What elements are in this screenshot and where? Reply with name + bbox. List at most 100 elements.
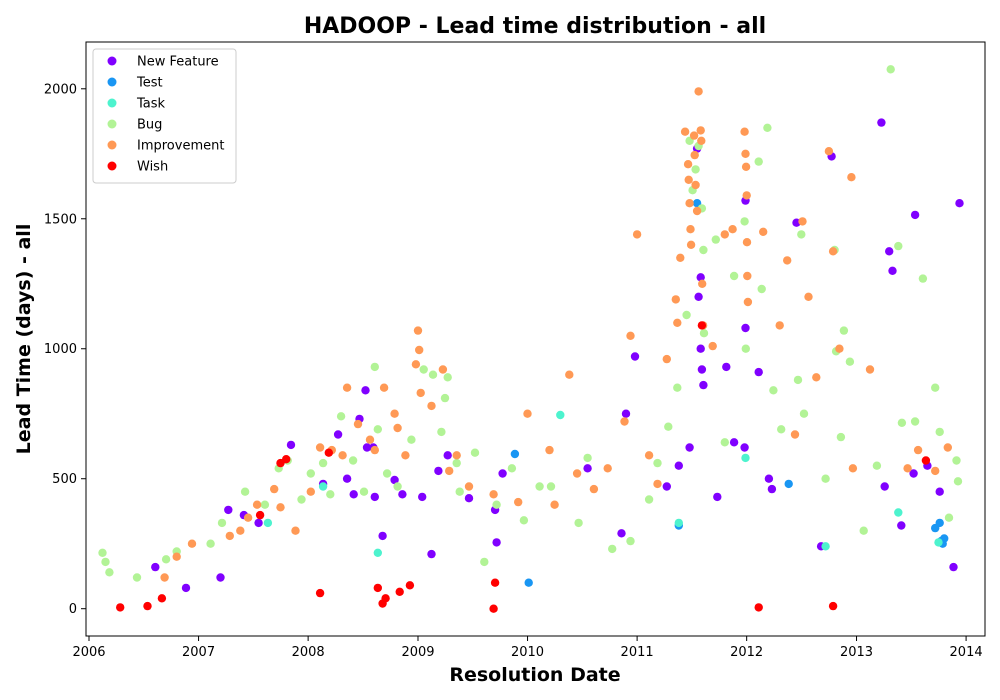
data-point xyxy=(306,487,315,496)
data-point xyxy=(777,425,786,434)
data-point xyxy=(798,217,807,226)
data-point xyxy=(728,225,737,234)
data-point xyxy=(413,326,423,335)
data-point xyxy=(676,253,685,262)
data-point xyxy=(799,409,809,418)
data-point xyxy=(362,443,372,452)
data-point xyxy=(574,518,583,528)
data-point xyxy=(243,513,253,522)
data-point xyxy=(662,482,671,491)
data-point xyxy=(699,329,709,338)
data-point xyxy=(910,417,920,426)
data-point xyxy=(411,360,421,369)
data-point xyxy=(514,497,523,507)
data-point xyxy=(318,458,328,468)
data-point xyxy=(754,603,763,612)
data-point xyxy=(443,451,452,460)
x-tick-label: 2011 xyxy=(621,645,654,660)
data-point xyxy=(445,466,454,476)
data-point xyxy=(684,175,693,184)
data-point xyxy=(690,150,699,160)
data-point xyxy=(507,464,517,473)
data-point xyxy=(390,409,399,418)
data-point xyxy=(683,160,693,169)
data-point xyxy=(711,235,720,244)
data-point xyxy=(418,492,427,502)
data-point xyxy=(206,539,215,548)
data-point xyxy=(608,544,617,554)
data-point xyxy=(696,273,705,282)
data-point xyxy=(452,451,461,460)
data-point xyxy=(240,487,250,496)
data-point xyxy=(722,362,731,372)
data-point xyxy=(181,583,191,593)
data-point xyxy=(769,386,778,395)
data-point xyxy=(790,430,800,439)
data-point xyxy=(653,458,662,468)
data-point xyxy=(101,557,110,567)
points-layer xyxy=(98,65,964,613)
data-point xyxy=(620,417,629,426)
legend-marker xyxy=(107,77,117,87)
data-point xyxy=(644,495,654,504)
data-point xyxy=(572,469,582,478)
data-point xyxy=(713,492,722,502)
data-point xyxy=(847,173,856,182)
data-point xyxy=(98,548,107,557)
data-point xyxy=(632,230,642,239)
data-point xyxy=(935,487,944,496)
data-point xyxy=(161,555,171,564)
data-point xyxy=(943,443,952,452)
data-point xyxy=(510,449,520,459)
data-point xyxy=(297,495,306,504)
data-point xyxy=(464,494,474,503)
data-point xyxy=(427,549,436,559)
y-tick-label: 0 xyxy=(69,602,77,617)
data-point xyxy=(157,594,167,603)
data-point xyxy=(775,321,784,330)
data-point xyxy=(378,531,387,541)
data-point xyxy=(393,482,402,491)
data-point xyxy=(743,297,753,307)
legend-marker xyxy=(107,140,117,150)
data-point xyxy=(373,583,382,593)
data-point xyxy=(697,136,706,145)
data-point xyxy=(880,482,889,491)
data-point xyxy=(754,157,763,166)
data-point xyxy=(935,427,944,437)
data-point xyxy=(589,484,599,494)
data-point xyxy=(583,464,592,473)
data-point xyxy=(254,518,263,528)
legend-entry-label: Wish xyxy=(137,160,168,175)
data-point xyxy=(370,445,379,455)
data-point xyxy=(489,604,498,613)
legend-entry-label: New Feature xyxy=(137,55,219,70)
data-point xyxy=(740,443,749,452)
data-point xyxy=(324,448,333,457)
data-point xyxy=(673,318,682,327)
data-point xyxy=(740,127,749,136)
data-point xyxy=(603,464,612,473)
data-point xyxy=(743,271,752,281)
data-point xyxy=(626,331,635,340)
data-point xyxy=(187,539,197,548)
data-point xyxy=(437,427,446,437)
data-point xyxy=(903,464,912,473)
y-tick-label: 1000 xyxy=(44,342,77,357)
x-tick-label: 2012 xyxy=(730,645,763,660)
data-point xyxy=(398,490,407,499)
data-point xyxy=(877,118,886,127)
data-point xyxy=(160,573,169,582)
data-point xyxy=(390,475,399,485)
data-point xyxy=(361,386,370,395)
data-point xyxy=(415,345,424,355)
legend-entry-label: Task xyxy=(136,97,166,112)
data-point xyxy=(276,503,285,512)
x-tick-label: 2010 xyxy=(511,645,544,660)
data-point xyxy=(263,518,273,528)
data-point xyxy=(740,217,749,226)
data-point xyxy=(224,505,233,515)
data-point xyxy=(812,373,821,382)
data-point xyxy=(674,461,683,470)
data-point xyxy=(674,518,683,528)
